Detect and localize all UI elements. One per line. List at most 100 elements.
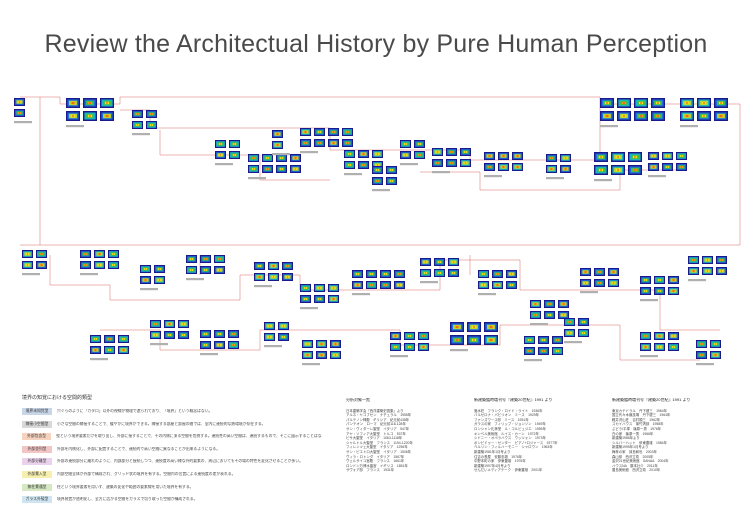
thermal-thumbnail bbox=[668, 332, 679, 340]
thermal-thumbnail bbox=[276, 154, 287, 162]
caption-placeholder bbox=[254, 285, 272, 288]
thermal-thumbnail bbox=[214, 266, 225, 274]
legend-row: 隣接小空間型 小さな空間の隣接することで、緩やかに境界ができる。隣接する部屋と部屋… bbox=[22, 419, 322, 430]
thermal-thumbnail bbox=[506, 270, 517, 278]
connection-line bbox=[230, 154, 330, 181]
thermal-thumbnail bbox=[80, 261, 91, 269]
thermal-thumbnail bbox=[611, 152, 625, 162]
reference-entry: シルバーハット 伊東豊雄 1984年 bbox=[612, 440, 667, 445]
legend-row: 外部包含型 壁という境界要素だけを取り出し、外部に接することで、その内側にある空間… bbox=[22, 431, 322, 442]
reference-entry: 東京カテドラル 丹下健三 1964年 bbox=[612, 408, 668, 413]
thermal-thumbnail bbox=[558, 311, 569, 319]
thermal-thumbnail bbox=[366, 281, 377, 289]
caption-placeholder bbox=[132, 133, 150, 136]
thermal-thumbnail bbox=[676, 152, 687, 160]
thermal-thumbnail bbox=[290, 154, 301, 162]
thermal-thumbnail bbox=[200, 330, 211, 338]
thermal-thumbnail bbox=[254, 273, 265, 281]
thermal-thumbnail bbox=[524, 347, 535, 355]
reference-entry: キンベル美術館 ルイス・カーン 1972年 bbox=[474, 431, 539, 436]
thermal-thumbnail bbox=[450, 335, 464, 345]
thermal-thumbnail bbox=[229, 140, 240, 148]
thermal-thumbnail bbox=[564, 329, 575, 337]
thermal-thumbnail bbox=[314, 295, 325, 303]
thermal-thumbnail bbox=[328, 128, 339, 136]
thermal-thumbnail bbox=[262, 165, 273, 173]
thermal-thumbnail bbox=[352, 281, 363, 289]
thermal-thumbnail bbox=[36, 250, 47, 258]
reference-entry: ヴェルサイユ宮殿 フランス 1661年 bbox=[346, 459, 405, 464]
thermal-thumbnail bbox=[300, 128, 311, 136]
thermal-thumbnail bbox=[380, 281, 391, 289]
caption-placeholder bbox=[432, 171, 450, 174]
thermal-thumbnail bbox=[478, 281, 489, 289]
thermal-thumbnail bbox=[268, 262, 279, 270]
thermal-thumbnail bbox=[90, 335, 101, 343]
caption-placeholder bbox=[484, 175, 502, 178]
legend-description: 内部空間全体が外部で構成され、グリッド状の境界を有する。空間内の位置による連続度… bbox=[57, 471, 236, 476]
thermal-thumbnail bbox=[418, 343, 429, 351]
thermal-thumbnail bbox=[140, 276, 151, 284]
thermal-thumbnail bbox=[696, 351, 707, 359]
reference-entry: シドニー・オペラハウス ウッツォン 1973年 bbox=[474, 436, 546, 441]
thermal-thumbnail bbox=[358, 161, 369, 169]
legend-row: 外部貫入型 内部空間全体が外部で構成され、グリッド状の境界を有する。空間内の位置に… bbox=[22, 469, 322, 480]
thermal-thumbnail bbox=[104, 346, 115, 354]
thermal-thumbnail bbox=[302, 340, 313, 348]
thermal-thumbnail bbox=[400, 151, 411, 159]
thermal-thumbnail bbox=[662, 152, 673, 160]
thermal-thumbnail bbox=[118, 335, 129, 343]
thermal-thumbnail bbox=[530, 300, 541, 308]
thermal-thumbnail bbox=[214, 341, 225, 349]
reference-column-3: 新建築臨時増刊号『建築20世紀』1991 より 東京カテドラル 丹下健三 196… bbox=[612, 398, 736, 473]
thermal-thumbnail bbox=[580, 268, 591, 276]
legend-swatch: ガラス外殻型 bbox=[22, 496, 52, 504]
caption-placeholder bbox=[640, 299, 658, 302]
reference-entry: 白の家 篠原一男 1966年 bbox=[612, 431, 654, 436]
thermal-thumbnail bbox=[524, 336, 535, 344]
reference-entry: 新建築1986年より bbox=[612, 436, 640, 441]
thermal-thumbnail bbox=[414, 140, 425, 148]
reference-entry: アヤ・ソフィア大聖堂 トルコ 537年 bbox=[346, 431, 406, 436]
caption-placeholder bbox=[272, 153, 290, 156]
thermal-thumbnail bbox=[214, 255, 225, 263]
thermal-thumbnail bbox=[600, 111, 614, 121]
thermal-thumbnail bbox=[560, 165, 571, 173]
legend-row: 外部分離型 外部の連続部分に離れのように、内部部分と接続しつつ、連続度の高い様な外… bbox=[22, 456, 322, 467]
connection-line bbox=[180, 274, 380, 301]
reference-entry: シャルトル大聖堂 フランス 1194-1220年 bbox=[346, 440, 413, 445]
connection-line bbox=[159, 130, 230, 156]
thermal-thumbnail bbox=[697, 98, 711, 108]
thermal-thumbnail bbox=[654, 332, 665, 340]
thermal-thumbnail bbox=[314, 284, 325, 292]
thermal-thumbnail bbox=[668, 287, 679, 295]
thermal-thumbnail bbox=[448, 269, 459, 277]
thermal-thumbnail bbox=[302, 351, 313, 359]
thermal-thumbnail bbox=[467, 322, 481, 332]
thermal-thumbnail bbox=[314, 128, 325, 136]
thermal-thumbnail bbox=[178, 331, 189, 339]
thermal-thumbnail bbox=[538, 336, 549, 344]
thermal-thumbnail bbox=[272, 141, 283, 149]
reference-entry: 新建築1997年4月号より bbox=[474, 463, 511, 468]
thermal-thumbnail bbox=[200, 341, 211, 349]
thermal-thumbnail bbox=[132, 121, 143, 129]
thermal-thumbnail bbox=[617, 98, 631, 108]
thermal-thumbnail bbox=[90, 346, 101, 354]
thermal-thumbnail bbox=[434, 269, 445, 277]
thermal-thumbnail bbox=[328, 295, 339, 303]
thermal-thumbnail bbox=[164, 331, 175, 339]
thermal-thumbnail bbox=[640, 276, 651, 284]
thermal-thumbnail bbox=[372, 150, 383, 158]
thermal-thumbnail bbox=[654, 343, 665, 351]
thermal-thumbnail bbox=[108, 261, 119, 269]
thermal-thumbnail bbox=[668, 343, 679, 351]
caption-placeholder bbox=[300, 307, 318, 310]
poster-title: Review the Architectual History by Pure … bbox=[44, 30, 708, 58]
thermal-thumbnail bbox=[164, 320, 175, 328]
connection-lines bbox=[20, 96, 741, 361]
thermal-thumbnail bbox=[344, 161, 355, 169]
reference-entry: サン・ヴィターレ聖堂 イタリア 547年 bbox=[346, 426, 410, 431]
reference-entry: アルネ・ヤコブセン ナチュラル 1955年 bbox=[346, 413, 412, 418]
caption-placeholder bbox=[390, 355, 408, 358]
